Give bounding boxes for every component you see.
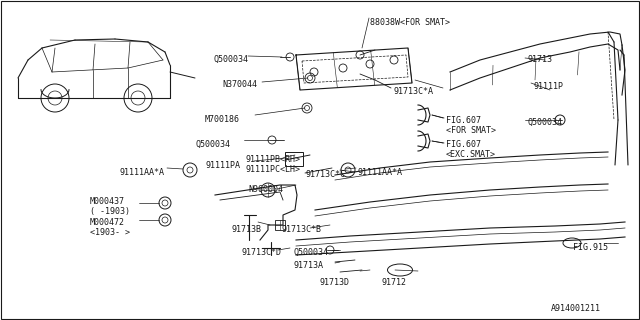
- Text: FIG.915: FIG.915: [573, 243, 608, 252]
- Text: Q500034: Q500034: [293, 248, 328, 257]
- Text: 88038W<FOR SMAT>: 88038W<FOR SMAT>: [370, 18, 450, 27]
- Text: 91713: 91713: [527, 55, 552, 64]
- Text: Q500034: Q500034: [196, 140, 231, 149]
- Text: <1903- >: <1903- >: [90, 228, 130, 237]
- Text: <FOR SMAT>: <FOR SMAT>: [446, 126, 496, 135]
- Text: Q500034: Q500034: [527, 118, 562, 127]
- Text: 91111AA*A: 91111AA*A: [120, 168, 165, 177]
- Text: 91111P: 91111P: [533, 82, 563, 91]
- Text: 91111AA*A: 91111AA*A: [358, 168, 403, 177]
- Text: FIG.607: FIG.607: [446, 116, 481, 125]
- Text: M000472: M000472: [90, 218, 125, 227]
- Text: M700186: M700186: [205, 115, 240, 124]
- Text: A914001211: A914001211: [551, 304, 601, 313]
- Text: N370044: N370044: [222, 80, 257, 89]
- Text: 91713C*A: 91713C*A: [393, 87, 433, 96]
- Text: 91713C*D: 91713C*D: [241, 248, 281, 257]
- Text: 91713C*B: 91713C*B: [282, 225, 322, 234]
- Text: N960004: N960004: [248, 185, 283, 194]
- Bar: [275, 220, 285, 230]
- Text: 91111PA: 91111PA: [206, 161, 241, 170]
- Bar: [285, 152, 303, 166]
- Text: 91713B: 91713B: [232, 225, 262, 234]
- Text: 91713D: 91713D: [319, 278, 349, 287]
- Text: 91713C*C: 91713C*C: [306, 170, 346, 179]
- Text: 91111PB<RH>: 91111PB<RH>: [246, 155, 301, 164]
- Text: ( -1903): ( -1903): [90, 207, 130, 216]
- Text: Q500034: Q500034: [213, 55, 248, 64]
- Text: FIG.607: FIG.607: [446, 140, 481, 149]
- Text: 91713A: 91713A: [293, 261, 323, 270]
- Text: 91712: 91712: [381, 278, 406, 287]
- Text: <EXC.SMAT>: <EXC.SMAT>: [446, 150, 496, 159]
- Text: 91111PC<LH>: 91111PC<LH>: [246, 165, 301, 174]
- Text: M000437: M000437: [90, 197, 125, 206]
